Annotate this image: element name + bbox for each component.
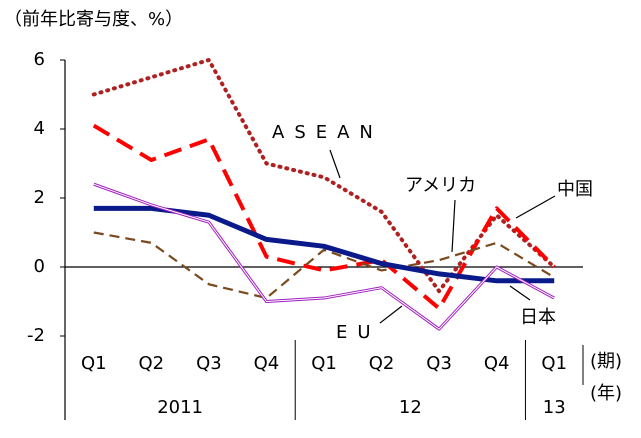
x-tick-label: Q4 <box>254 353 280 374</box>
series-line-inner <box>93 183 555 330</box>
series-line <box>91 58 557 294</box>
leader-line <box>329 149 341 179</box>
leader-line <box>379 305 403 324</box>
series-annotation: アメリカ <box>405 175 476 196</box>
leader-line <box>515 195 556 219</box>
series-line <box>93 231 555 300</box>
year-label: 12 <box>399 397 422 418</box>
series-annotation: 日本 <box>520 307 556 328</box>
series-line <box>93 205 555 284</box>
series-annotation: ASEAN <box>272 122 383 143</box>
y-tick-label: -2 <box>27 325 45 346</box>
x-tick-label: Q1 <box>541 353 567 374</box>
x-tick-label: Q2 <box>369 353 395 374</box>
series-annotation: 中国 <box>557 179 593 200</box>
y-tick-label: 6 <box>34 49 45 70</box>
x-tick-label: Q4 <box>484 353 510 374</box>
year-label: (年) <box>590 383 622 404</box>
series-annotation: EU <box>336 322 381 343</box>
y-tick-label: 2 <box>34 187 45 208</box>
period-label: (期) <box>590 351 622 372</box>
x-tick-label: Q1 <box>81 353 107 374</box>
leader-line <box>451 199 456 253</box>
x-tick-label: Q3 <box>426 353 452 374</box>
series-line <box>93 182 555 331</box>
x-tick-label: Q1 <box>311 353 337 374</box>
leader-lines <box>329 149 556 324</box>
y-tick-label: 0 <box>34 256 45 277</box>
x-tick-label: Q3 <box>196 353 222 374</box>
leader-line <box>509 285 531 301</box>
year-label: 2011 <box>157 397 203 418</box>
series-line <box>92 123 556 311</box>
x-tick-label: Q2 <box>139 353 165 374</box>
y-tick-label: 4 <box>34 118 45 139</box>
chart-title: （前年比寄与度、%） <box>4 9 183 30</box>
year-label: 13 <box>543 397 566 418</box>
